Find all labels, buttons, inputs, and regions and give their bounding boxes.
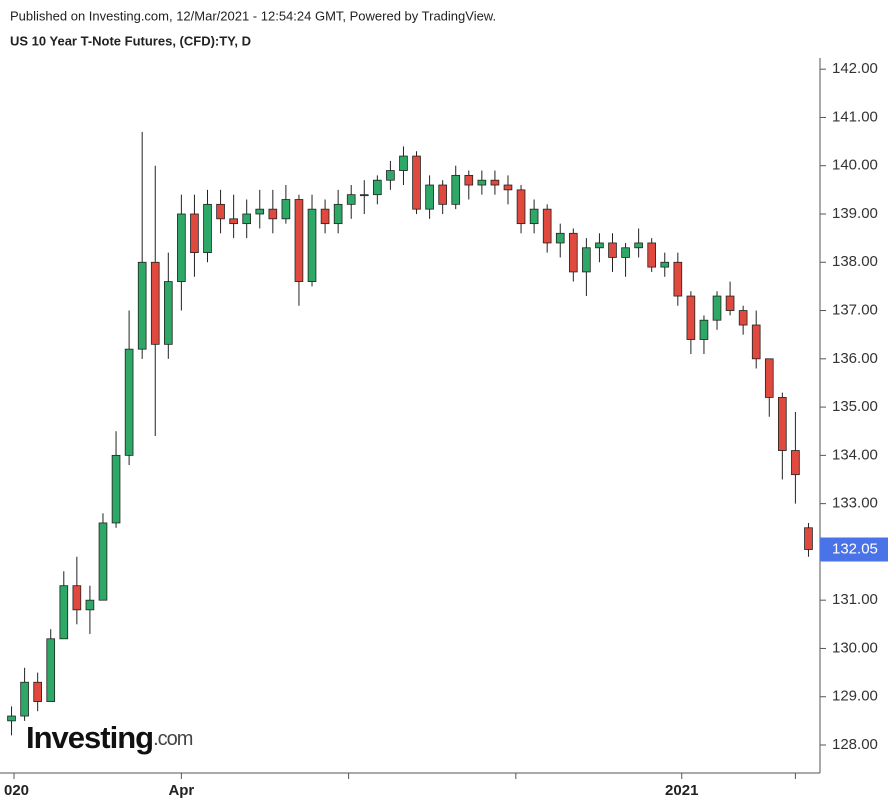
y-tick-label: 138.00 xyxy=(832,253,878,270)
chart-title: US 10 Year T-Note Futures, (CFD):TY, D xyxy=(10,33,251,48)
candle-body xyxy=(242,213,252,225)
candle-body xyxy=(542,208,552,244)
candle-body xyxy=(163,281,173,345)
candle-body xyxy=(778,397,787,451)
candle-body xyxy=(59,585,69,640)
y-tick-label: 128.00 xyxy=(832,736,878,753)
y-tick-label: 139.00 xyxy=(832,205,878,222)
candle-body xyxy=(33,681,42,702)
candle-body xyxy=(595,242,604,249)
y-tick-label: 137.00 xyxy=(832,302,878,319)
candle-body xyxy=(438,184,447,205)
y-tick-label: 141.00 xyxy=(832,108,878,125)
candle-body xyxy=(373,179,382,196)
candle-body xyxy=(699,319,709,340)
candle-body xyxy=(98,522,108,601)
x-tick-label: 020 xyxy=(4,782,29,799)
candle-body xyxy=(529,208,539,225)
candle-body xyxy=(412,155,421,210)
candle-body xyxy=(255,208,265,215)
candle-body xyxy=(281,199,291,220)
candle-body xyxy=(477,179,487,186)
candle-body xyxy=(621,247,630,258)
candle-body xyxy=(451,174,461,205)
candle-body xyxy=(673,261,683,297)
candle-body xyxy=(425,184,434,210)
candle-body xyxy=(751,324,761,360)
candle-body xyxy=(686,295,696,340)
candle-body xyxy=(203,203,212,254)
header: Published on Investing.com, 12/Mar/2021 … xyxy=(10,8,496,48)
candle-body xyxy=(72,585,82,611)
x-tick-label: Apr xyxy=(168,782,194,799)
candle-body xyxy=(307,208,317,282)
candle-body xyxy=(177,213,186,282)
candle-body xyxy=(124,348,134,456)
logo-suffix: .com xyxy=(153,728,193,750)
y-tick-label: 135.00 xyxy=(832,398,878,415)
candle-body xyxy=(568,232,578,273)
y-tick-label: 130.00 xyxy=(832,639,878,656)
last-price-label: 132.05 xyxy=(832,540,878,557)
candle-body xyxy=(190,213,199,254)
logo-word: Investing xyxy=(26,720,153,755)
candle-body xyxy=(464,174,474,186)
candle-body xyxy=(503,184,513,191)
candle-body xyxy=(111,454,121,524)
candle-body xyxy=(20,681,29,717)
candle-body xyxy=(294,199,304,282)
y-tick-label: 140.00 xyxy=(832,157,878,174)
candle-body xyxy=(359,194,369,197)
y-tick-label: 136.00 xyxy=(832,350,878,367)
candle-body xyxy=(791,450,800,476)
candle-body xyxy=(764,358,774,398)
source: Published on Investing.com, 12/Mar/2021 … xyxy=(10,8,496,23)
candle-body xyxy=(268,208,278,220)
candle-body xyxy=(516,189,526,225)
candle-body xyxy=(608,242,617,258)
candle-body xyxy=(712,295,722,321)
candle-body xyxy=(320,208,330,225)
candle-body xyxy=(582,247,591,273)
candle-body xyxy=(229,218,238,225)
candle-body xyxy=(333,203,343,225)
candle-body xyxy=(85,599,95,611)
last-price-box xyxy=(820,537,888,562)
logo: Investing.com xyxy=(26,720,193,755)
candle-body xyxy=(399,155,408,171)
x-tick-label: 2021 xyxy=(665,782,698,799)
candle-body xyxy=(738,310,748,326)
candle-body xyxy=(137,261,147,350)
y-tick-label: 134.00 xyxy=(832,446,878,463)
candle-body xyxy=(647,242,657,268)
y-tick-label: 133.00 xyxy=(832,495,878,512)
candle-body xyxy=(7,715,16,722)
y-tick-label: 142.00 xyxy=(832,60,878,77)
candle-body xyxy=(150,261,160,345)
candle-body xyxy=(216,203,225,220)
y-tick-label: 129.00 xyxy=(832,688,878,705)
y-tick-label: 131.00 xyxy=(832,591,878,608)
candle-body xyxy=(660,261,670,268)
candle-body xyxy=(804,527,813,550)
candle-body xyxy=(555,232,565,244)
candle-body xyxy=(46,638,56,702)
candle-body xyxy=(490,179,500,186)
candle-body xyxy=(346,194,356,205)
candle-body xyxy=(725,295,735,311)
candle-body xyxy=(634,242,643,249)
candle-body xyxy=(386,170,395,181)
